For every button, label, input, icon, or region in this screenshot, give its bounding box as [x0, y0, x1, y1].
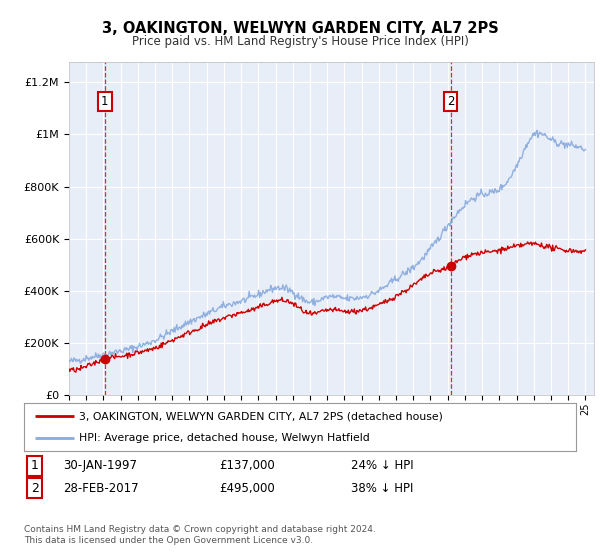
- Text: 1: 1: [31, 459, 39, 473]
- Text: £495,000: £495,000: [219, 482, 275, 495]
- Text: 3, OAKINGTON, WELWYN GARDEN CITY, AL7 2PS (detached house): 3, OAKINGTON, WELWYN GARDEN CITY, AL7 2P…: [79, 411, 443, 421]
- Text: 2: 2: [447, 95, 454, 108]
- Text: £137,000: £137,000: [219, 459, 275, 473]
- Text: Price paid vs. HM Land Registry's House Price Index (HPI): Price paid vs. HM Land Registry's House …: [131, 35, 469, 48]
- Text: 3, OAKINGTON, WELWYN GARDEN CITY, AL7 2PS: 3, OAKINGTON, WELWYN GARDEN CITY, AL7 2P…: [101, 21, 499, 36]
- Text: Contains HM Land Registry data © Crown copyright and database right 2024.
This d: Contains HM Land Registry data © Crown c…: [24, 525, 376, 545]
- Text: 30-JAN-1997: 30-JAN-1997: [63, 459, 137, 473]
- Text: 2: 2: [31, 482, 39, 495]
- Text: 38% ↓ HPI: 38% ↓ HPI: [351, 482, 413, 495]
- Text: 24% ↓ HPI: 24% ↓ HPI: [351, 459, 413, 473]
- Text: HPI: Average price, detached house, Welwyn Hatfield: HPI: Average price, detached house, Welw…: [79, 433, 370, 443]
- Text: 28-FEB-2017: 28-FEB-2017: [63, 482, 139, 495]
- Text: 1: 1: [101, 95, 109, 108]
